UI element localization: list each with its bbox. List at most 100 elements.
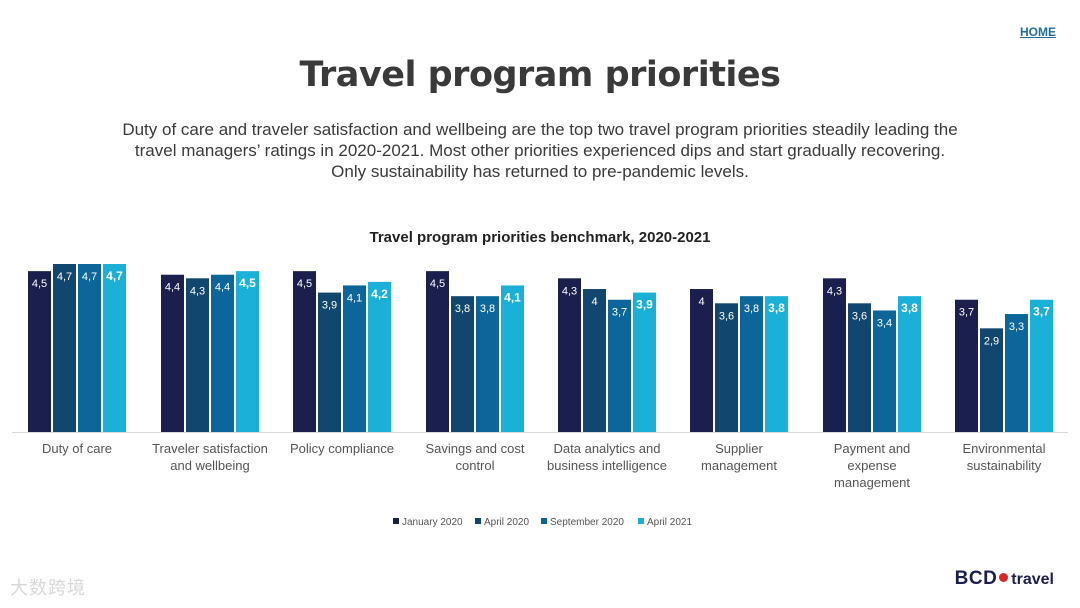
bar-value-label: 4,1 [504,290,521,304]
bar [501,285,524,432]
bar [955,299,978,432]
bar [1030,299,1053,432]
legend-swatch [475,518,481,524]
bar [583,289,606,432]
intro-paragraph: Duty of care and traveler satisfaction a… [70,119,1010,182]
intro-line: travel managers’ ratings in 2020-2021. M… [134,141,946,160]
bcd-travel-logo: BCD travel [955,568,1054,590]
logo-dot-icon [999,573,1009,582]
bar-value-label: 3,6 [719,310,734,322]
category-label: management [701,458,777,473]
legend-swatch [393,518,399,524]
bar-value-label: 4,3 [562,285,577,297]
bar [318,292,341,432]
bar-value-label: 4,7 [106,269,123,283]
bar [740,296,763,432]
bar-value-label: 4,5 [32,278,47,290]
category-label: control [455,458,494,473]
bar [476,296,499,432]
legend-swatch [541,518,547,524]
legend-swatch [638,518,644,524]
chart-title: Travel program priorities benchmark, 202… [370,229,711,246]
category-label: and wellbeing [170,458,250,473]
category-label: business intelligence [547,458,667,473]
bar [186,278,209,432]
bar [633,292,656,432]
bar [873,310,896,432]
bar-value-label: 3,8 [768,301,785,315]
bar-value-label: 3,6 [852,310,867,322]
bar [715,303,738,432]
bar-value-label: 4,5 [239,276,256,290]
home-link[interactable]: HOME [1020,25,1056,39]
bar [765,296,788,432]
bar-value-label: 4,5 [430,278,445,290]
category-label: Supplier [715,441,763,456]
bar [161,274,184,432]
bar [78,264,101,432]
priorities-bar-chart: Travel program priorities benchmark, 202… [12,229,1068,528]
bar-value-label: 3,8 [480,303,495,315]
bar [236,271,259,432]
bar-value-label: 4,5 [297,278,312,290]
bar-value-label: 3,8 [901,301,918,315]
bar [343,285,366,432]
bar [368,281,391,432]
legend-label: September 2020 [550,517,624,528]
category-label: sustainability [967,458,1042,473]
bar-value-label: 3,4 [877,317,892,329]
bar [103,264,126,432]
bar-value-label: 4,7 [57,271,72,283]
bar-value-label: 3,7 [1033,305,1050,319]
logo-travel-text: travel [1011,571,1054,588]
logo-bcd-text: BCD [954,568,998,589]
bar [558,278,581,432]
bar [690,289,713,432]
bar [53,264,76,432]
bar-value-label: 3,7 [959,307,974,319]
category-label: Traveler satisfaction [152,441,268,456]
bar-value-label: 4,2 [371,287,388,301]
bar [848,303,871,432]
bar-value-label: 2,9 [984,335,999,347]
category-label: Policy compliance [290,441,394,456]
bar-value-label: 4,4 [165,282,180,294]
bar [823,278,846,432]
page-title: Travel program priorities [299,55,781,95]
bar [426,271,449,432]
bar [1005,314,1028,432]
bar-value-label: 3,9 [636,298,653,312]
bar [451,296,474,432]
bar-value-label: 4 [698,296,704,308]
watermark: 大数跨境 [10,578,86,599]
bar [898,296,921,432]
bar [28,271,51,432]
category-label: expense [847,458,896,473]
bar-value-label: 3,7 [612,307,627,319]
bar-value-label: 4,3 [827,285,842,297]
bar [293,271,316,432]
bar-value-label: 4,4 [215,282,230,294]
bar [608,299,631,432]
bar-value-label: 3,3 [1009,321,1024,333]
intro-line: Duty of care and traveler satisfaction a… [122,120,958,139]
bar-value-label: 4 [591,296,597,308]
intro-line: Only sustainability has returned to pre-… [331,162,749,181]
bar [980,328,1003,432]
category-label: Environmental [962,441,1045,456]
bar-value-label: 3,8 [455,303,470,315]
category-label: Payment and [834,441,911,456]
category-label: management [834,475,910,490]
bar-value-label: 3,9 [322,300,337,312]
category-label: Data analytics and [554,441,661,456]
category-label: Savings and cost [425,441,524,456]
bar-value-label: 3,8 [744,303,759,315]
legend-label: April 2020 [484,517,529,528]
legend-label: April 2021 [647,517,692,528]
bar-value-label: 4,1 [347,292,362,304]
bar-value-label: 4,7 [82,271,97,283]
legend-label: January 2020 [402,517,463,528]
bar-value-label: 4,3 [190,285,205,297]
bar [211,274,234,432]
category-label: Duty of care [42,441,112,456]
